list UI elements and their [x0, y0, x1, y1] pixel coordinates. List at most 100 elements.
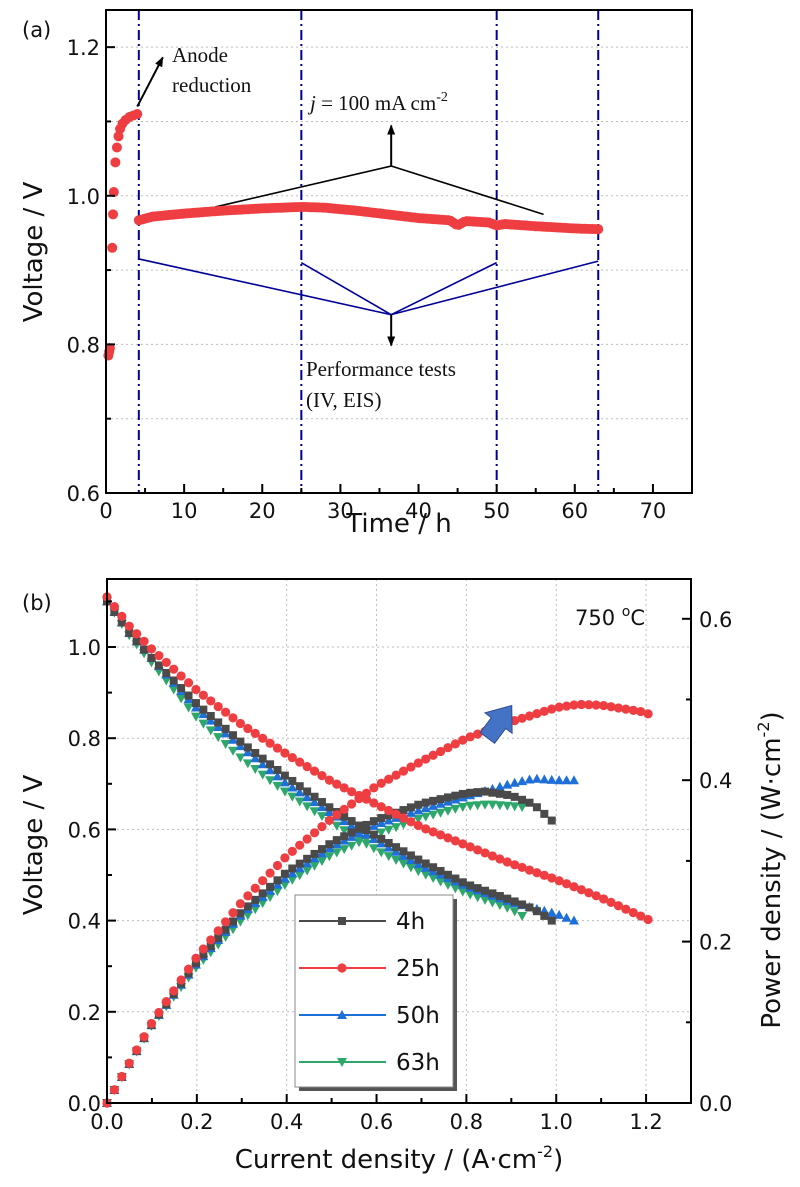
- b-power-point-4h: [399, 806, 408, 815]
- b-power-point-4h: [191, 959, 200, 968]
- b-voltage-point-63h: [450, 884, 461, 894]
- b-voltage-point-4h: [384, 839, 393, 848]
- b-power-point-25h: [258, 876, 268, 886]
- b-power-point-50h: [561, 775, 572, 785]
- b-y-right-tick-label: 0.6: [699, 608, 732, 632]
- b-power-point-50h: [294, 863, 305, 873]
- b-voltage-point-63h: [502, 903, 513, 913]
- b-power-point-50h: [531, 773, 542, 783]
- b-voltage-point-25h: [398, 813, 409, 823]
- b-power-point-50h: [287, 868, 298, 878]
- b-power-point-4h: [303, 854, 312, 863]
- b-power-point-4h: [355, 824, 364, 833]
- b-power-point-25h: [295, 840, 305, 850]
- b-voltage-point-50h: [220, 728, 231, 738]
- a-y-tick-label: 0.6: [67, 482, 100, 506]
- b-power-point-25h: [384, 774, 394, 784]
- a-data-point: [110, 157, 121, 168]
- b-voltage-point-25h: [465, 842, 475, 852]
- b-x-axis-title-sup: -2: [537, 1142, 553, 1161]
- b-voltage-point-63h: [161, 676, 172, 686]
- panel-b-iv-curves: 0.0 0.2 0.4 0.6 0.8 1.0 1.2 0.0 0.2 0.4 0.6 0.8 1.0 0…: [19, 578, 787, 1175]
- b-power-point-25h: [228, 908, 238, 918]
- a-data-point: [108, 209, 119, 220]
- b-power-point-63h: [465, 801, 476, 811]
- b-voltage-point-4h: [429, 863, 438, 872]
- b-power-point-63h: [346, 841, 357, 851]
- b-voltage-point-63h: [376, 848, 387, 858]
- b-power-point-25h: [309, 828, 320, 838]
- b-power-point-63h: [272, 887, 283, 897]
- b-voltage-point-4h: [451, 874, 460, 883]
- b-voltage-point-4h: [406, 851, 415, 860]
- a-performance-tests-label-line2: (IV, EIS): [306, 388, 381, 412]
- b-power-point-4h: [481, 787, 490, 796]
- b-voltage-point-63h: [398, 859, 409, 869]
- b-voltage-point-25h: [643, 914, 653, 925]
- b-voltage-point-4h: [132, 637, 141, 646]
- b-power-point-25h: [524, 711, 535, 721]
- b-voltage-point-63h: [442, 880, 453, 890]
- legend-marker-63h: [337, 1058, 347, 1067]
- a-current-density-label: j = 100 mA cm-2: [307, 90, 448, 115]
- b-voltage-point-50h: [568, 915, 579, 925]
- b-power-point-25h: [146, 1018, 157, 1029]
- a-y-tick-label: 0.8: [67, 333, 100, 357]
- b-voltage-point-25h: [606, 897, 616, 907]
- b-power-point-50h: [546, 774, 557, 784]
- panel-label-a: (a): [22, 18, 51, 42]
- b-voltage-point-4h: [436, 867, 445, 876]
- b-voltage-point-25h: [547, 873, 557, 883]
- b-voltage-point-25h: [176, 671, 186, 681]
- b-voltage-point-50h: [339, 816, 350, 826]
- b-power-point-25h: [576, 699, 586, 710]
- b-power-point-63h: [457, 802, 468, 812]
- b-power-point-63h: [480, 800, 491, 810]
- a-y-tick-label: 1.2: [67, 36, 100, 60]
- b-voltage-point-4h: [466, 881, 475, 890]
- b-voltage-point-25h: [421, 824, 431, 834]
- a-test-markers: [137, 10, 600, 493]
- b-power-point-4h: [384, 811, 393, 820]
- b-voltage-point-50h: [235, 741, 246, 751]
- b-power-point-25h: [398, 766, 409, 776]
- b-voltage-point-50h: [213, 721, 224, 731]
- a-data-point: [107, 242, 118, 253]
- a-voltage-series: [103, 109, 604, 493]
- b-power-point-25h: [628, 705, 638, 715]
- b-power-point-63h: [450, 804, 461, 814]
- b-power-point-25h: [109, 1085, 120, 1095]
- b-y-right-title-main: Power density / (W·cm: [757, 737, 787, 1028]
- legend-label-63h: 63h: [396, 1050, 440, 1076]
- b-voltage-point-4h: [140, 645, 149, 654]
- b-power-point-25h: [332, 810, 342, 820]
- b-voltage-point-50h: [383, 842, 394, 852]
- b-power-point-63h: [354, 838, 365, 848]
- b-power-point-50h: [517, 776, 528, 786]
- b-voltage-point-63h: [391, 855, 402, 865]
- b-voltage-point-25h: [280, 748, 290, 758]
- b-voltage-point-25h: [124, 621, 134, 631]
- b-voltage-point-25h: [132, 629, 142, 639]
- b-voltage-point-63h: [294, 797, 305, 807]
- a-plot-frame: [105, 9, 693, 494]
- b-voltage-point-25h: [450, 836, 460, 846]
- b-power-point-63h: [494, 801, 505, 811]
- b-power-point-25h: [369, 783, 379, 793]
- b-voltage-point-25h: [117, 611, 127, 622]
- b-voltage-point-63h: [235, 753, 246, 763]
- b-voltage-point-4h: [184, 691, 193, 700]
- b-power-point-25h: [198, 944, 208, 954]
- b-voltage-point-25h: [599, 894, 609, 904]
- b-voltage-point-50h: [302, 792, 313, 802]
- b-voltage-point-63h: [457, 887, 468, 897]
- b-power-point-25h: [347, 799, 357, 809]
- legend-label-4h: 4h: [396, 909, 425, 935]
- b-voltage-point-63h: [509, 907, 520, 917]
- b-power-point-25h: [547, 704, 557, 714]
- b-power-point-25h: [213, 926, 223, 936]
- b-voltage-point-25h: [636, 911, 646, 921]
- b-power-point-4h: [317, 845, 326, 854]
- b-power-point-50h: [368, 820, 379, 830]
- a-x-tick-label: 40: [405, 499, 432, 523]
